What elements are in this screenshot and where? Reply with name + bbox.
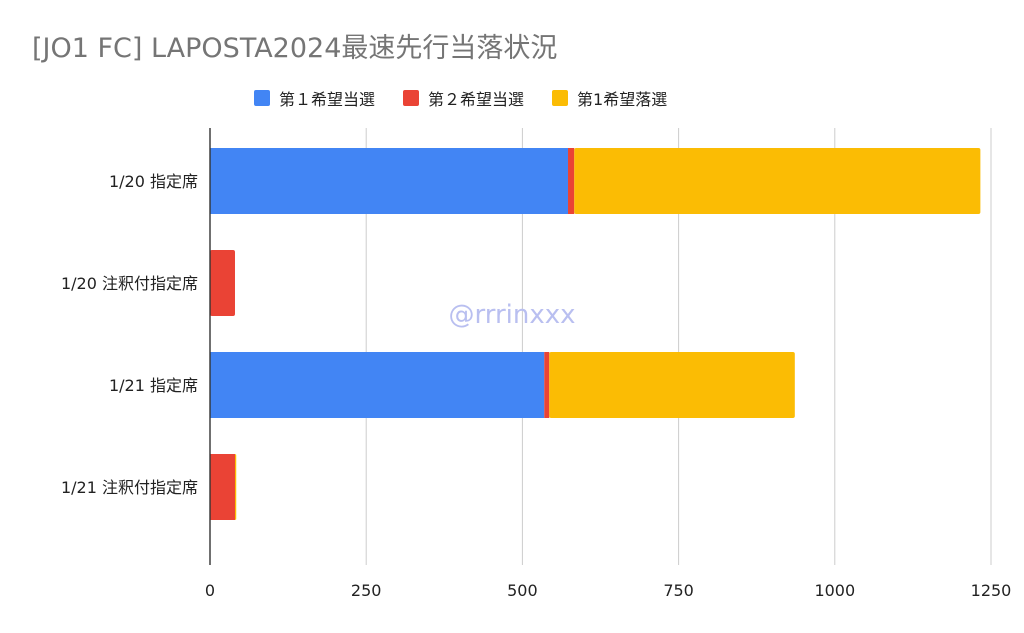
y-tick-label-3: 1/21 注釈付指定席: [61, 478, 198, 497]
x-tick-label-500: 500: [507, 581, 538, 600]
y-tick-label-2: 1/21 指定席: [109, 376, 198, 395]
legend-item-first-choice-won: 第１希望当選: [254, 86, 375, 110]
y-tick-label-1: 1/20 注釈付指定席: [61, 274, 198, 293]
legend-label-first-choice-lost: 第1希望落選: [577, 90, 668, 109]
legend-label-first-choice-won: 第１希望当選: [279, 90, 376, 109]
bar-second-choice-won-0: [568, 148, 575, 214]
legend-label-second-choice-won: 第２希望当選: [428, 90, 525, 109]
legend-item-second-choice-won: 第２希望当選: [403, 86, 524, 110]
bar-first-choice-lost-0: [574, 148, 981, 214]
legend: 第１希望当選 第２希望当選 第1希望落選: [254, 86, 695, 110]
x-tick-label-1000: 1000: [814, 581, 855, 600]
bar-first-choice-won-2: [210, 352, 545, 418]
chart-title: [JO1 FC] LAPOSTA2024最速先行当落状況: [32, 33, 558, 64]
bar-second-choice-won-3: [210, 454, 235, 520]
legend-swatch-first-choice-lost: [552, 90, 569, 106]
legend-swatch-first-choice-won: [254, 90, 270, 106]
bar-second-choice-won-1: [210, 250, 235, 316]
x-tick-label-250: 250: [351, 581, 382, 600]
x-tick-label-0: 0: [205, 581, 215, 600]
legend-item-first-choice-lost: 第1希望落選: [552, 86, 667, 110]
bar-second-choice-won-2: [544, 352, 550, 418]
bar-first-choice-lost-2: [549, 352, 795, 418]
bar-first-choice-lost-3: [234, 454, 237, 520]
y-tick-label-0: 1/20 指定席: [109, 172, 198, 191]
watermark: @rrrinxxx: [448, 300, 575, 330]
x-tick-label-1250: 1250: [971, 581, 1012, 600]
x-tick-label-750: 750: [663, 581, 694, 600]
bar-first-choice-won-0: [210, 148, 569, 214]
legend-swatch-second-choice-won: [403, 90, 420, 106]
